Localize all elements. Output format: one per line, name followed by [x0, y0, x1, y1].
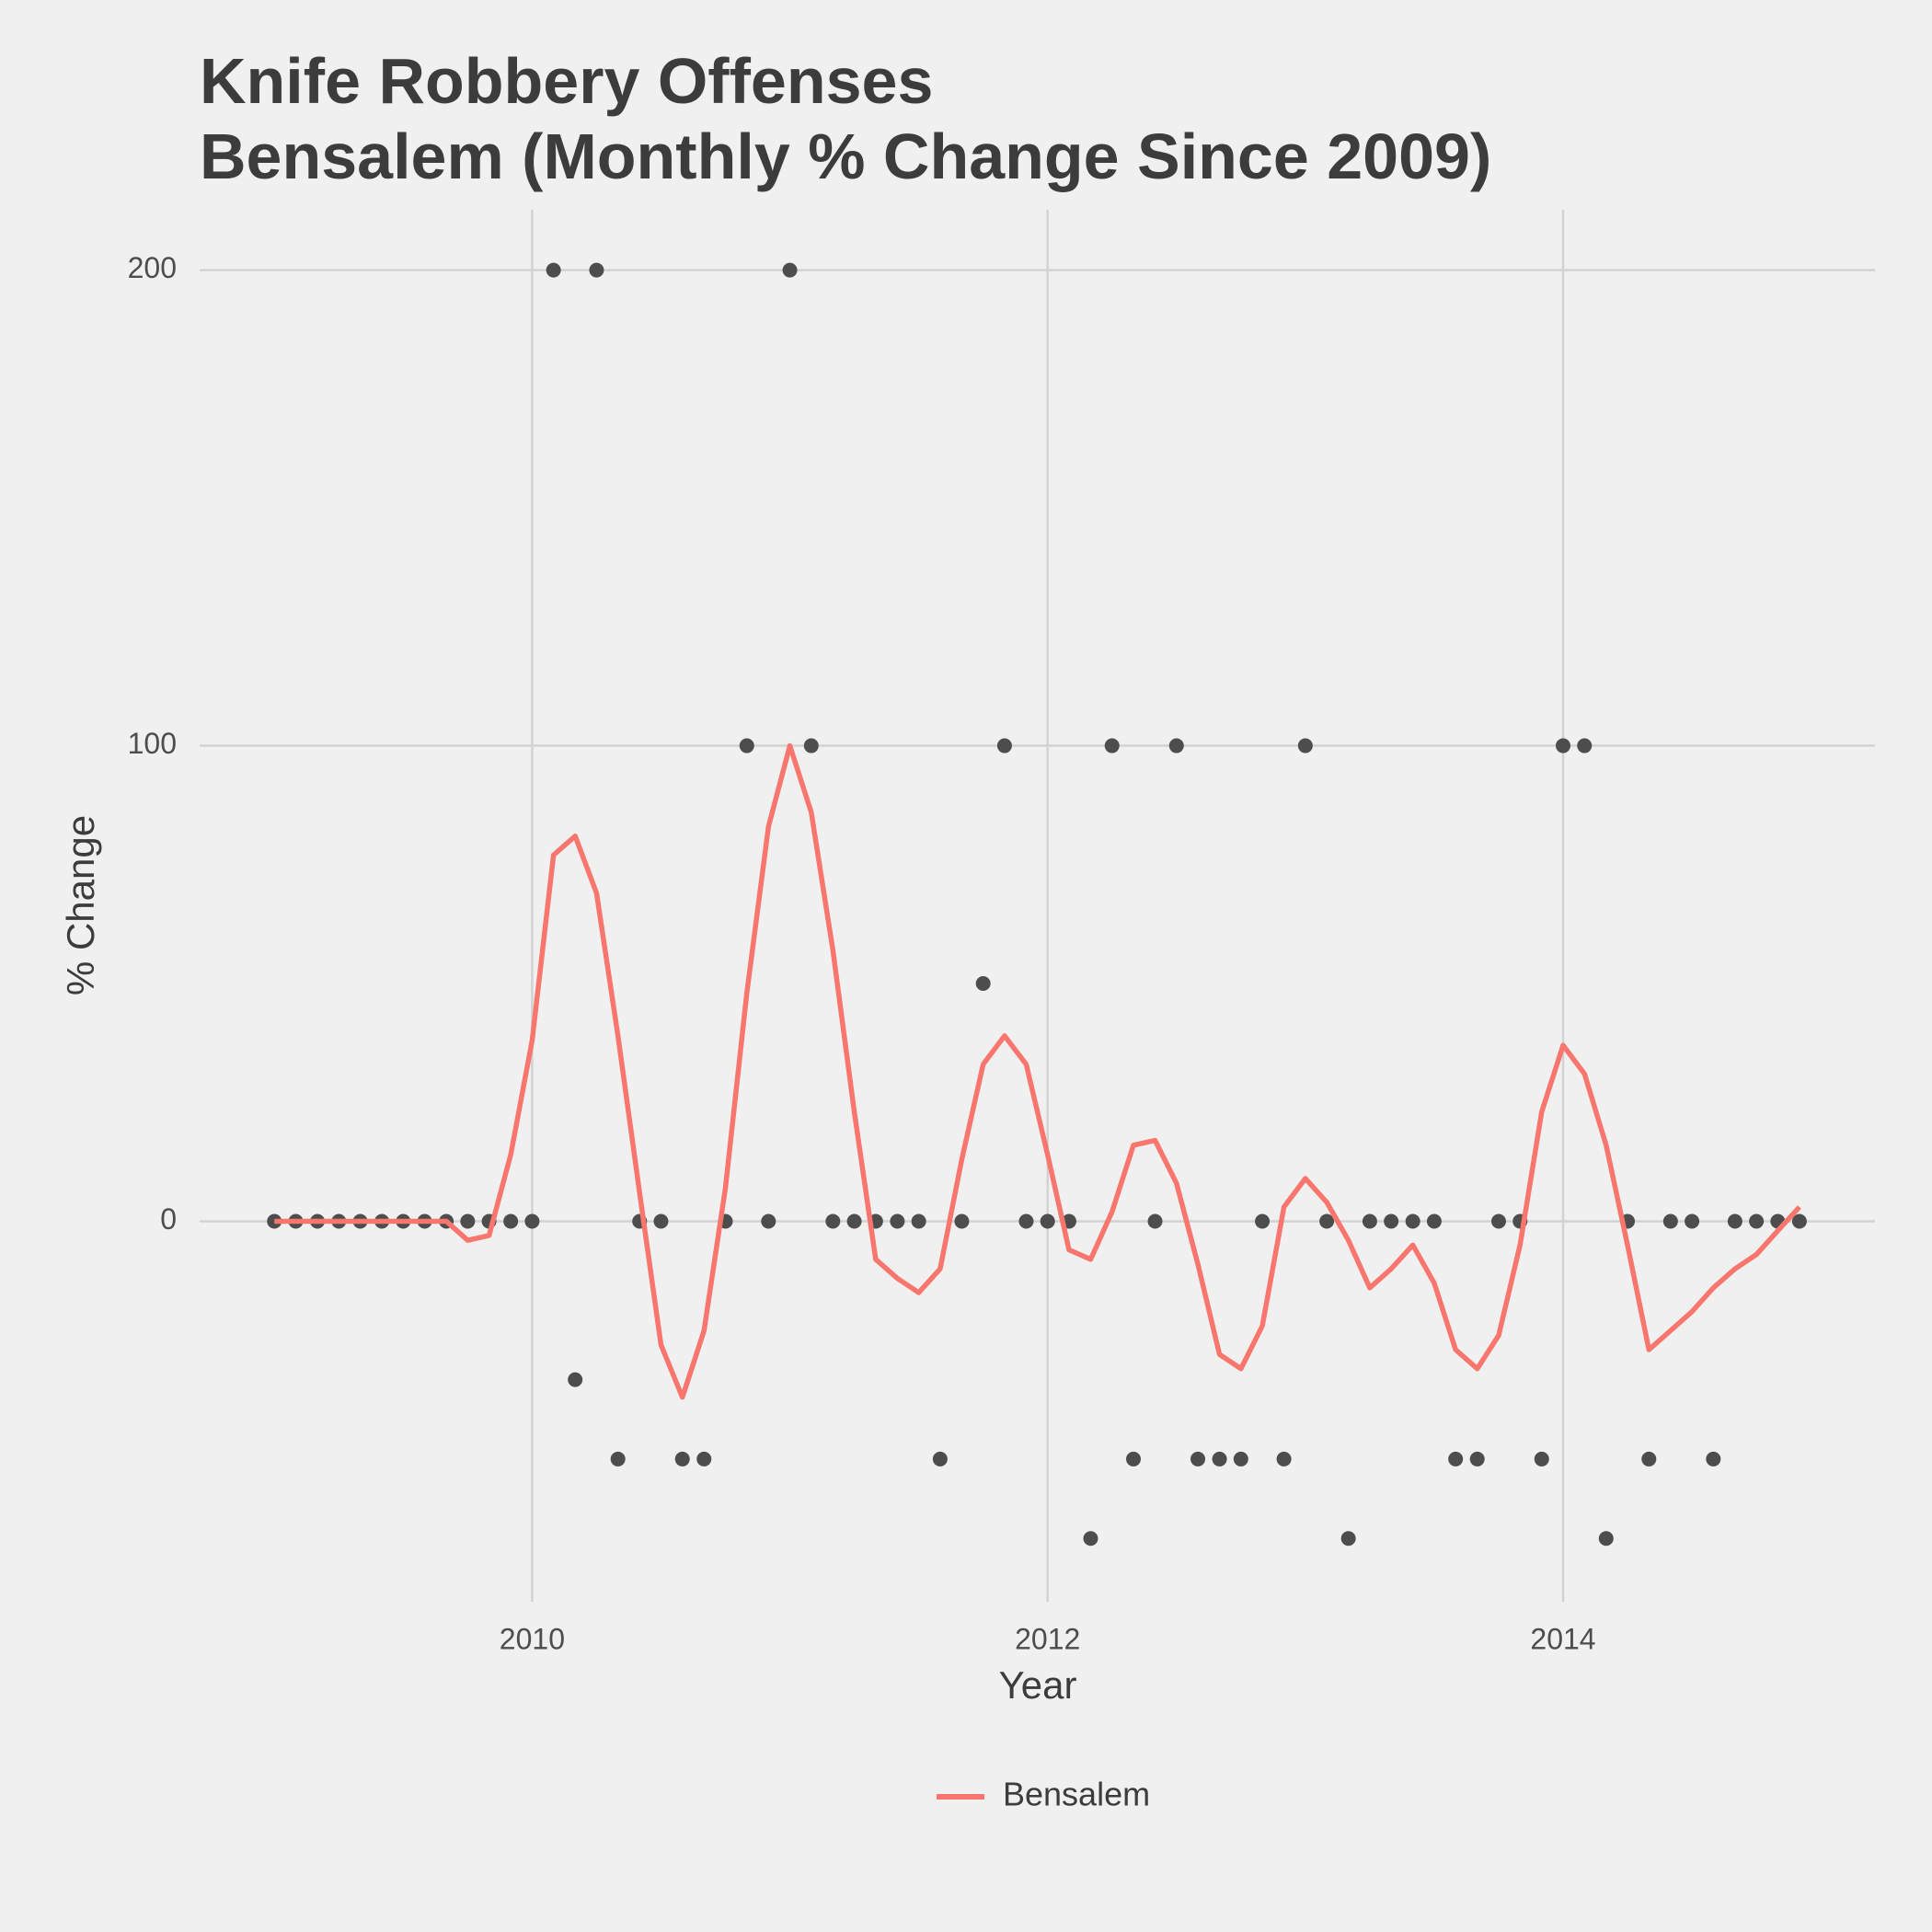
- point: [1255, 1213, 1271, 1229]
- point: [1362, 1213, 1377, 1229]
- point: [653, 1213, 669, 1229]
- y-tick-label: 100: [128, 727, 177, 760]
- point: [825, 1213, 841, 1229]
- point: [1212, 1451, 1227, 1466]
- point: [1641, 1451, 1657, 1466]
- point: [1147, 1213, 1163, 1229]
- x-tick-label: 2010: [500, 1622, 565, 1655]
- point: [1190, 1451, 1206, 1466]
- y-axis-title: % Change: [59, 815, 102, 995]
- point: [1125, 1451, 1141, 1466]
- point: [1297, 738, 1313, 753]
- point: [954, 1213, 970, 1229]
- point: [589, 262, 604, 278]
- point: [846, 1213, 862, 1229]
- point: [1706, 1451, 1721, 1466]
- point: [890, 1213, 905, 1229]
- x-axis-title: Year: [999, 1663, 1077, 1707]
- point: [996, 738, 1012, 753]
- point: [610, 1451, 626, 1466]
- point: [696, 1451, 712, 1466]
- point: [782, 262, 798, 278]
- point: [524, 1213, 540, 1229]
- point: [739, 738, 754, 753]
- chart-title: Knife Robbery Offenses: [200, 45, 933, 117]
- x-tick-label: 2014: [1530, 1622, 1595, 1655]
- point: [1340, 1531, 1356, 1547]
- point: [1319, 1213, 1335, 1229]
- point: [1384, 1213, 1399, 1229]
- point: [803, 738, 819, 753]
- point: [1490, 1213, 1506, 1229]
- point: [1469, 1451, 1485, 1466]
- point: [1233, 1451, 1248, 1466]
- point: [932, 1451, 948, 1466]
- point: [1405, 1213, 1420, 1229]
- point: [503, 1213, 519, 1229]
- chart-subtitle: Bensalem (Monthly % Change Since 2009): [200, 121, 1491, 192]
- point: [1556, 738, 1571, 753]
- point: [911, 1213, 926, 1229]
- point: [674, 1451, 690, 1466]
- point: [546, 262, 561, 278]
- point: [460, 1213, 476, 1229]
- point: [1426, 1213, 1442, 1229]
- point: [1727, 1213, 1742, 1229]
- y-tick-label: 200: [128, 251, 177, 284]
- point: [1104, 738, 1120, 753]
- y-tick-label: 0: [160, 1202, 177, 1236]
- point: [1448, 1451, 1464, 1466]
- point: [1276, 1451, 1292, 1466]
- point: [1168, 738, 1184, 753]
- x-tick-label: 2012: [1015, 1622, 1080, 1655]
- point: [1040, 1213, 1055, 1229]
- point: [1083, 1531, 1098, 1547]
- point: [1598, 1531, 1614, 1547]
- point: [1791, 1213, 1807, 1229]
- point: [1534, 1451, 1549, 1466]
- point: [1662, 1213, 1678, 1229]
- point: [975, 976, 991, 992]
- series-line: [274, 742, 1801, 1400]
- point: [761, 1213, 776, 1229]
- point: [568, 1372, 583, 1387]
- legend-label: Bensalem: [1003, 1776, 1150, 1813]
- point: [1749, 1213, 1765, 1229]
- point: [1685, 1213, 1700, 1229]
- point: [1018, 1213, 1034, 1229]
- point: [1577, 738, 1593, 753]
